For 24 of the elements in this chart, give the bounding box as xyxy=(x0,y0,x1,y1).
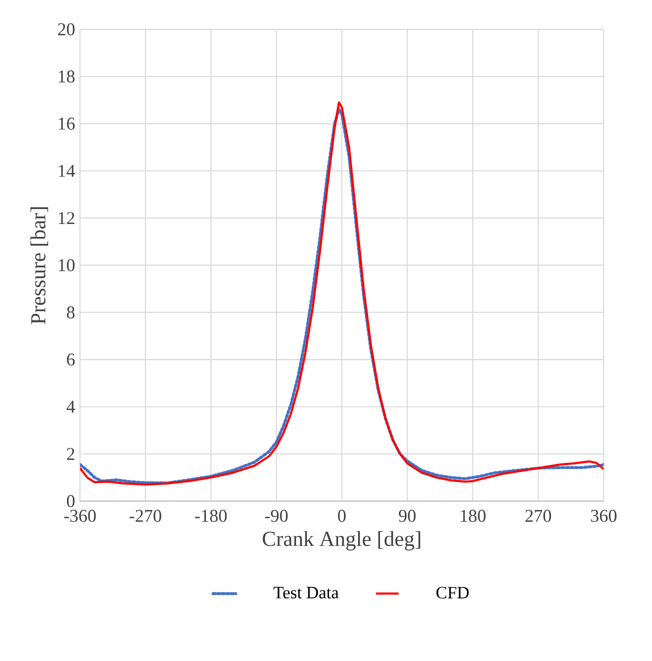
y-tick-label: 4 xyxy=(66,400,76,413)
y-tick-label: 20 xyxy=(58,23,75,36)
x-axis-title: Crank Angle [deg] xyxy=(262,531,420,550)
x-tick-label: -90 xyxy=(265,510,288,522)
x-tick-label: 360 xyxy=(591,510,617,522)
y-tick-label: 10 xyxy=(59,259,75,272)
y-tick-label: 14 xyxy=(59,164,76,177)
legend-label: Test Data xyxy=(274,586,339,598)
x-tick-label: -360 xyxy=(64,510,96,522)
y-tick-label: 0 xyxy=(67,495,75,508)
y-tick-label: 2 xyxy=(67,448,74,460)
x-tick-label: 90 xyxy=(399,510,416,522)
y-tick-label: 8 xyxy=(67,306,75,318)
x-tick-label: -270 xyxy=(130,510,162,522)
x-tick-label: 0 xyxy=(338,510,346,522)
x-tick-label: -180 xyxy=(195,510,227,522)
x-tick-label: 180 xyxy=(461,510,486,522)
x-tick-label: 270 xyxy=(526,510,552,522)
y-tick-label: 16 xyxy=(59,118,75,130)
y-tick-label: 12 xyxy=(59,212,74,224)
y-tick-label: 18 xyxy=(59,70,75,83)
y-axis-title: Pressure [bar] xyxy=(30,207,48,324)
y-tick-label: 6 xyxy=(67,354,75,366)
legend-label: CFD xyxy=(436,586,469,599)
